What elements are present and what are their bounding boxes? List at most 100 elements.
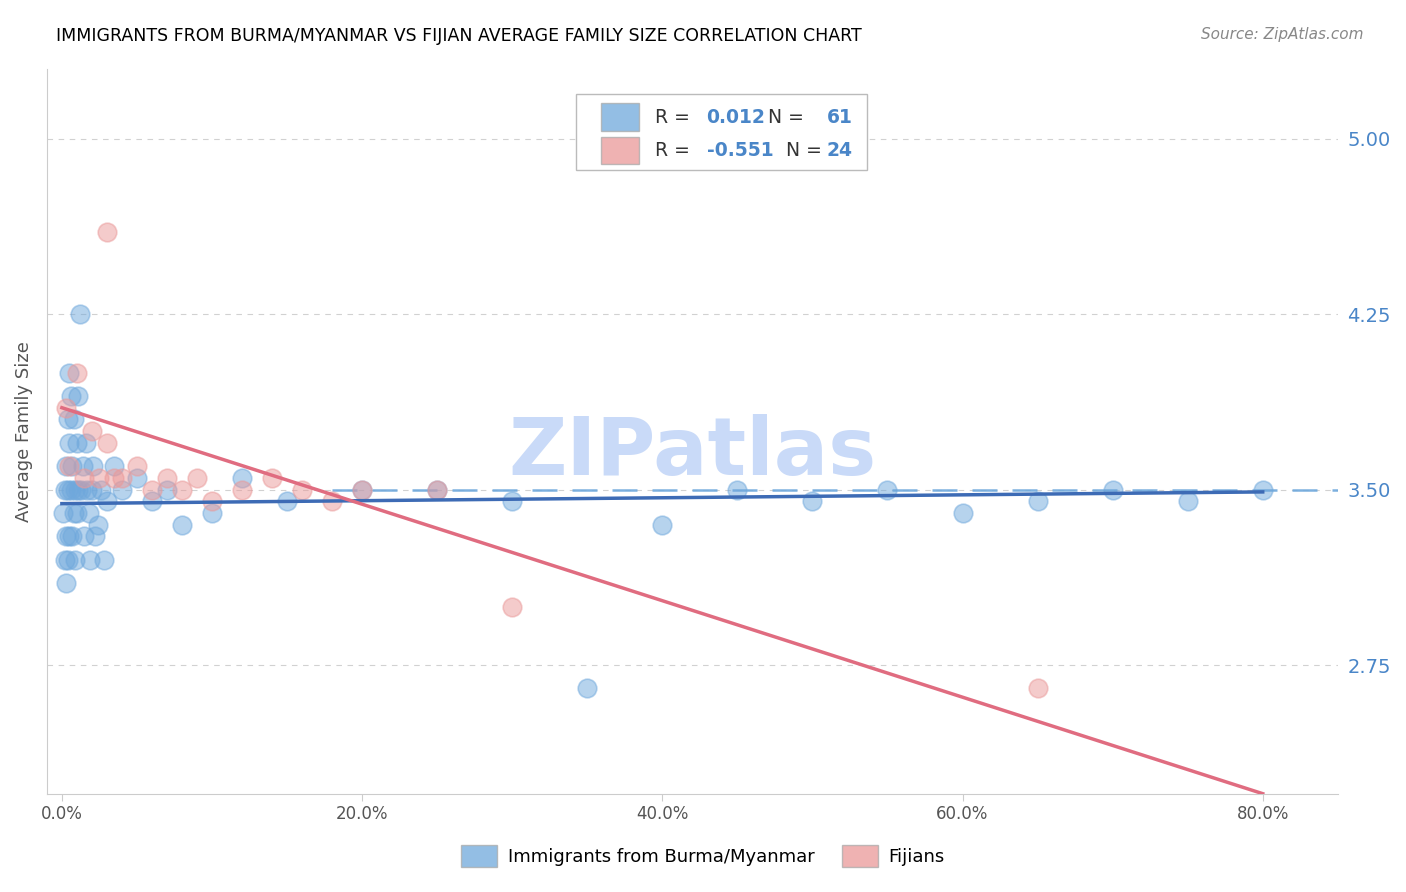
Point bbox=[58, 366, 80, 380]
Point bbox=[59, 389, 82, 403]
Text: R =: R = bbox=[655, 108, 696, 127]
Point bbox=[291, 483, 314, 497]
Point bbox=[1251, 483, 1274, 497]
Point bbox=[65, 483, 87, 497]
Text: 24: 24 bbox=[827, 141, 852, 160]
Point bbox=[67, 483, 90, 497]
Point bbox=[1026, 681, 1049, 696]
Point bbox=[87, 517, 110, 532]
Point bbox=[426, 483, 449, 497]
Text: ZIPatlas: ZIPatlas bbox=[508, 414, 876, 491]
Point bbox=[1026, 494, 1049, 508]
Point bbox=[76, 483, 98, 497]
Point bbox=[260, 471, 283, 485]
Point bbox=[75, 435, 97, 450]
Point bbox=[125, 459, 148, 474]
Point bbox=[231, 471, 253, 485]
Point bbox=[63, 412, 86, 426]
Text: 61: 61 bbox=[827, 108, 852, 127]
Text: N =: N = bbox=[773, 141, 828, 160]
Point bbox=[96, 494, 118, 508]
Point bbox=[651, 517, 673, 532]
Point bbox=[352, 483, 374, 497]
Point bbox=[55, 401, 77, 415]
Point bbox=[69, 307, 91, 321]
Y-axis label: Average Family Size: Average Family Size bbox=[15, 341, 32, 522]
Point bbox=[60, 529, 83, 543]
Point bbox=[276, 494, 298, 508]
Point bbox=[56, 483, 79, 497]
Point bbox=[58, 529, 80, 543]
Point bbox=[66, 366, 89, 380]
Point bbox=[55, 529, 77, 543]
Point bbox=[77, 506, 100, 520]
Point bbox=[156, 483, 179, 497]
Text: Source: ZipAtlas.com: Source: ZipAtlas.com bbox=[1201, 27, 1364, 42]
Point bbox=[66, 506, 89, 520]
Text: -0.551: -0.551 bbox=[707, 141, 773, 160]
Point bbox=[55, 459, 77, 474]
Point bbox=[576, 681, 599, 696]
Point bbox=[125, 471, 148, 485]
Point bbox=[55, 576, 77, 591]
Point bbox=[201, 506, 224, 520]
Point bbox=[90, 483, 112, 497]
Legend: Immigrants from Burma/Myanmar, Fijians: Immigrants from Burma/Myanmar, Fijians bbox=[454, 838, 952, 874]
Point bbox=[103, 471, 125, 485]
Bar bbox=[600, 103, 640, 131]
Point bbox=[56, 553, 79, 567]
Point bbox=[725, 483, 748, 497]
Point bbox=[141, 494, 163, 508]
Point bbox=[801, 494, 824, 508]
Text: 0.012: 0.012 bbox=[707, 108, 765, 127]
Point bbox=[66, 435, 89, 450]
Bar bbox=[600, 136, 640, 164]
Point bbox=[80, 483, 103, 497]
Text: R =: R = bbox=[655, 141, 696, 160]
Point bbox=[72, 459, 94, 474]
Point bbox=[96, 435, 118, 450]
Point bbox=[111, 471, 134, 485]
Point bbox=[80, 424, 103, 438]
Point bbox=[201, 494, 224, 508]
Point bbox=[186, 471, 208, 485]
Point bbox=[321, 494, 343, 508]
Text: IMMIGRANTS FROM BURMA/MYANMAR VS FIJIAN AVERAGE FAMILY SIZE CORRELATION CHART: IMMIGRANTS FROM BURMA/MYANMAR VS FIJIAN … bbox=[56, 27, 862, 45]
Point bbox=[59, 483, 82, 497]
Point bbox=[876, 483, 898, 497]
Point bbox=[70, 483, 93, 497]
Point bbox=[501, 599, 523, 614]
Point bbox=[426, 483, 449, 497]
Point bbox=[65, 553, 87, 567]
Point bbox=[1101, 483, 1123, 497]
Point bbox=[84, 529, 107, 543]
Point bbox=[231, 483, 253, 497]
Point bbox=[103, 459, 125, 474]
Point bbox=[1177, 494, 1199, 508]
Point bbox=[93, 553, 115, 567]
Point bbox=[53, 553, 76, 567]
Point bbox=[952, 506, 974, 520]
Point bbox=[58, 459, 80, 474]
Point bbox=[73, 471, 96, 485]
Point bbox=[82, 459, 104, 474]
Point bbox=[60, 459, 83, 474]
Point bbox=[67, 389, 90, 403]
Point bbox=[56, 412, 79, 426]
Point bbox=[79, 553, 101, 567]
Point bbox=[63, 506, 86, 520]
Point bbox=[156, 471, 179, 485]
Point bbox=[73, 529, 96, 543]
Point bbox=[170, 517, 193, 532]
FancyBboxPatch shape bbox=[576, 94, 866, 170]
Point bbox=[53, 483, 76, 497]
Point bbox=[170, 483, 193, 497]
Point bbox=[96, 225, 118, 239]
Point bbox=[89, 471, 111, 485]
Point bbox=[501, 494, 523, 508]
Text: N =: N = bbox=[755, 108, 810, 127]
Point bbox=[111, 483, 134, 497]
Point bbox=[352, 483, 374, 497]
Point bbox=[141, 483, 163, 497]
Point bbox=[58, 435, 80, 450]
